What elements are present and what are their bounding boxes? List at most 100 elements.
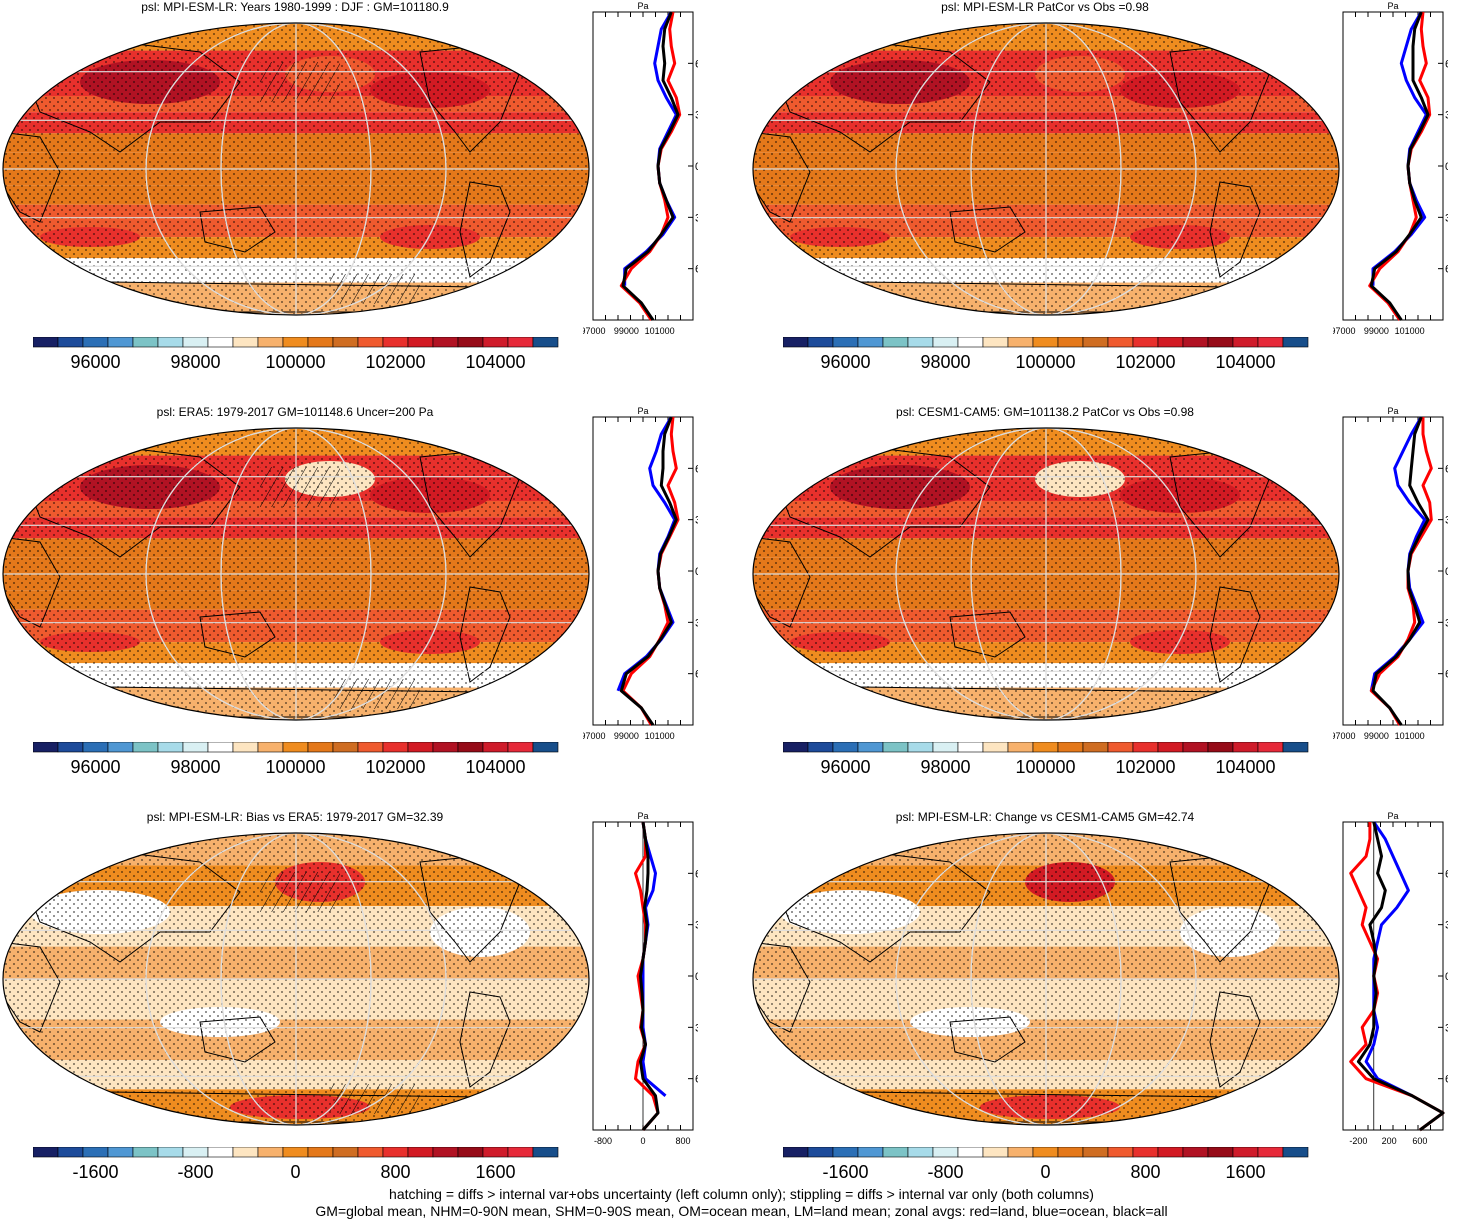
map-field — [753, 833, 1339, 1125]
footer-note-1: hatching = diffs > internal var+obs unce… — [389, 1186, 1094, 1202]
colorbar-swatch — [1182, 742, 1209, 753]
hatching — [260, 467, 340, 507]
graticule-meridian — [895, 833, 1197, 1125]
colorbar-swatch — [282, 742, 309, 753]
map-border — [752, 22, 1340, 316]
colorbar-swatch — [332, 742, 359, 753]
colorbar-swatch — [132, 742, 159, 753]
colorbar-swatch — [482, 742, 509, 753]
colorbar-swatch — [382, 742, 409, 753]
ocean-zonal-line — [1364, 821, 1413, 1098]
colorbar-swatch — [1257, 1147, 1284, 1158]
colorbar-label: 98000 — [920, 352, 970, 372]
graticule-meridian — [220, 428, 372, 720]
coastline — [3, 536, 61, 628]
colorbar-swatch — [482, 1147, 509, 1158]
colorbar-swatch — [1207, 1147, 1234, 1158]
all-zonal-line — [1371, 416, 1430, 726]
colorbar-swatch — [82, 337, 109, 348]
colorbar-swatch — [783, 1147, 809, 1158]
colorbar-swatch — [1007, 1147, 1034, 1158]
ocean-zonal-line — [1371, 11, 1428, 286]
colorbar-swatch — [407, 1147, 434, 1158]
profile-frame — [1342, 11, 1444, 321]
lat-tick-label: 0 — [1445, 566, 1448, 578]
graticule-meridian — [145, 23, 447, 315]
colorbar-swatch — [82, 742, 109, 753]
colorbar-swatch — [1132, 742, 1159, 753]
colorbar-swatch — [807, 337, 834, 348]
lat-tick-label: 30S — [695, 617, 698, 629]
x-tick-label: -200 — [1349, 1136, 1367, 1146]
graticule-meridian — [895, 23, 1197, 315]
colorbar-swatch — [307, 337, 334, 348]
zonal-profile: Pa 60N 30N 0 30S 60S 97000 99000 101000 — [583, 406, 698, 741]
profile-unit-label: Pa — [637, 1, 648, 11]
colorbar-swatch — [1157, 337, 1184, 348]
lat-tick-label: 60S — [695, 1074, 698, 1086]
profile-unit-label: Pa — [637, 811, 648, 821]
colorbar-swatch — [207, 1147, 234, 1158]
colorbar-label: 102000 — [365, 352, 425, 372]
hatching — [330, 679, 420, 709]
map-title: psl: MPI-ESM-LR: Change vs CESM1-CAM5 GM… — [895, 810, 1195, 824]
graticule-meridian — [220, 23, 372, 315]
colorbar-swatch — [357, 742, 384, 753]
graticule-meridian — [970, 428, 1122, 720]
coastline — [199, 1016, 276, 1063]
map-border — [2, 427, 590, 721]
x-tick-label: 101000 — [1395, 326, 1425, 336]
x-tick-label: 97000 — [1333, 731, 1356, 741]
zonal-profile: Pa 60N 30N 0 30S 60S 97000 99000 101000 — [583, 1, 698, 336]
colorbar-swatch — [1232, 1147, 1259, 1158]
colorbar-swatch — [857, 1147, 884, 1158]
lat-tick-label: 30S — [695, 212, 698, 224]
colorbar-swatch — [182, 337, 209, 348]
colorbar-swatch — [1157, 742, 1184, 753]
colorbar-swatch — [882, 337, 909, 348]
map-field — [753, 23, 1339, 315]
colorbar-swatch — [1082, 337, 1109, 348]
colorbar-swatch — [1132, 337, 1159, 348]
hatching — [260, 62, 340, 102]
colorbar-swatch — [832, 742, 859, 753]
panel-change: psl: MPI-ESM-LR: Change vs CESM1-CAM5 GM… — [750, 810, 1483, 1210]
lat-tick-label: 30S — [1445, 1022, 1448, 1034]
lat-tick-label: 0 — [1445, 161, 1448, 173]
coastline — [753, 536, 811, 628]
lat-tick-label: 30N — [695, 515, 698, 527]
colorbar-swatch — [1207, 742, 1234, 753]
colorbar-swatch — [507, 742, 534, 753]
coastline — [19, 446, 241, 558]
map-title: psl: MPI-ESM-LR: Years 1980-1999 : DJF :… — [141, 0, 449, 14]
x-tick-label: 97000 — [1333, 326, 1356, 336]
profile-unit-label: Pa — [637, 406, 648, 416]
colorbar-swatch — [432, 742, 459, 753]
map-field — [753, 428, 1339, 720]
map-plot — [752, 832, 1340, 1126]
colorbar: 96000 98000 100000 102000 104000 — [783, 337, 1309, 372]
colorbar-swatch — [783, 337, 809, 348]
panel-bias: psl: MPI-ESM-LR: Bias vs ERA5: 1979-2017… — [0, 810, 740, 1210]
colorbar-swatch — [1007, 742, 1034, 753]
map-field — [3, 23, 589, 315]
colorbar-swatch — [1282, 742, 1309, 753]
colorbar-swatch — [1282, 1147, 1309, 1158]
colorbar-label: 104000 — [465, 352, 525, 372]
colorbar-swatch — [157, 337, 184, 348]
land-zonal-line — [634, 821, 660, 1131]
colorbar-swatch — [82, 1147, 109, 1158]
footer-note-2: GM=global mean, NHM=0-90N mean, SHM=0-90… — [315, 1203, 1168, 1219]
colorbar-swatch — [107, 1147, 134, 1158]
coastline — [459, 586, 511, 683]
lat-tick-label: 30N — [1445, 515, 1448, 527]
colorbar-swatch — [957, 1147, 984, 1158]
lat-tick-label: 0 — [695, 161, 698, 173]
graticule-meridian — [970, 833, 1122, 1125]
colorbar-swatch — [783, 742, 809, 753]
colorbar: 96000 98000 100000 102000 104000 — [33, 742, 559, 777]
profile-unit-label: Pa — [1387, 1, 1398, 11]
zonal-profile: Pa 60N 30N 0 30S 60S 97000 99000 101000 — [1333, 1, 1448, 336]
lat-tick-label: 60N — [1445, 463, 1448, 475]
x-tick-label: 97000 — [583, 731, 606, 741]
